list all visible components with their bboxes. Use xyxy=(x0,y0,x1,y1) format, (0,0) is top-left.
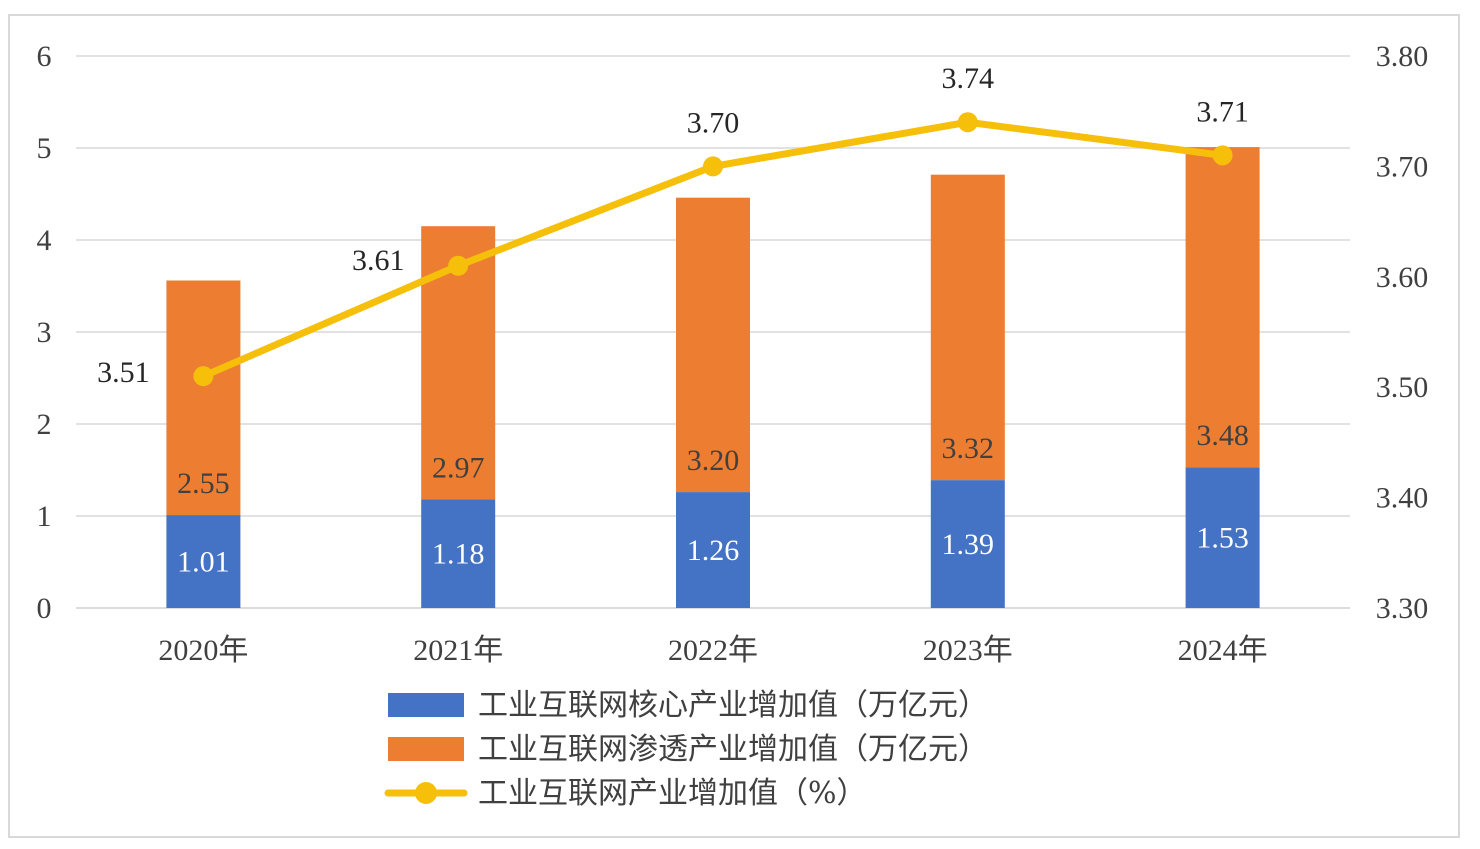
bar-segment xyxy=(930,174,1005,481)
y-right-tick-label: 3.70 xyxy=(1376,150,1429,183)
bar-segment xyxy=(166,515,241,608)
x-tick-label: 2020年 xyxy=(158,634,248,667)
legend-marker xyxy=(415,782,437,804)
bar-segment xyxy=(676,492,750,608)
bar-segment xyxy=(166,280,241,516)
bar-data-label: 2.97 xyxy=(432,451,485,484)
bar-segment xyxy=(421,499,496,608)
bar-data-label: 2.55 xyxy=(177,467,230,500)
bar-data-label: 1.26 xyxy=(687,534,740,567)
x-tick-label: 2021年 xyxy=(413,634,503,667)
bar-data-label: 1.39 xyxy=(942,528,995,561)
bar-data-label: 3.32 xyxy=(942,432,995,465)
bar-data-label: 3.20 xyxy=(687,444,740,477)
y-left-tick-label: 4 xyxy=(37,224,52,257)
y-right-tick-label: 3.50 xyxy=(1376,371,1429,404)
bar-segment xyxy=(1185,147,1260,468)
line-point xyxy=(957,112,978,133)
y-right-tick-label: 3.40 xyxy=(1376,482,1429,515)
bar-data-label: 1.18 xyxy=(432,538,485,571)
line-data-label: 3.74 xyxy=(942,62,995,95)
bar-data-label: 1.53 xyxy=(1196,522,1249,555)
x-tick-label: 2023年 xyxy=(923,634,1013,667)
y-left-tick-label: 6 xyxy=(37,40,52,73)
x-tick-label: 2024年 xyxy=(1178,634,1268,667)
legend-swatch xyxy=(388,693,464,717)
line-point xyxy=(448,255,469,276)
x-tick-label: 2022年 xyxy=(668,634,758,667)
legend-swatch xyxy=(388,737,464,761)
y-left-tick-label: 2 xyxy=(37,408,52,441)
line-point xyxy=(703,156,723,177)
line-data-label: 3.70 xyxy=(687,106,740,139)
bar-data-label: 1.01 xyxy=(177,546,230,579)
legend-label: 工业互联网渗透产业增加值（万亿元） xyxy=(478,732,988,767)
line-data-label: 3.61 xyxy=(352,244,405,277)
line-data-label: 3.51 xyxy=(97,356,150,389)
y-left-tick-label: 1 xyxy=(37,500,52,533)
y-right-tick-label: 3.80 xyxy=(1376,40,1429,73)
y-right-tick-label: 3.30 xyxy=(1376,592,1429,625)
y-right-tick-label: 3.60 xyxy=(1376,261,1429,294)
y-left-tick-label: 0 xyxy=(37,592,52,625)
y-left-tick-label: 5 xyxy=(37,132,52,165)
y-left-tick-label: 3 xyxy=(37,316,52,349)
legend-label: 工业互联网核心产业增加值（万亿元） xyxy=(478,688,988,723)
line-point xyxy=(193,366,214,387)
line-data-label: 3.71 xyxy=(1196,95,1249,128)
legend-label: 工业互联网产业增加值（%） xyxy=(478,776,867,811)
bar-segment xyxy=(930,480,1005,608)
bar-data-label: 3.48 xyxy=(1196,419,1249,452)
bar-segment xyxy=(1185,467,1260,608)
line-point xyxy=(1212,145,1233,166)
bar-segment xyxy=(676,197,750,493)
